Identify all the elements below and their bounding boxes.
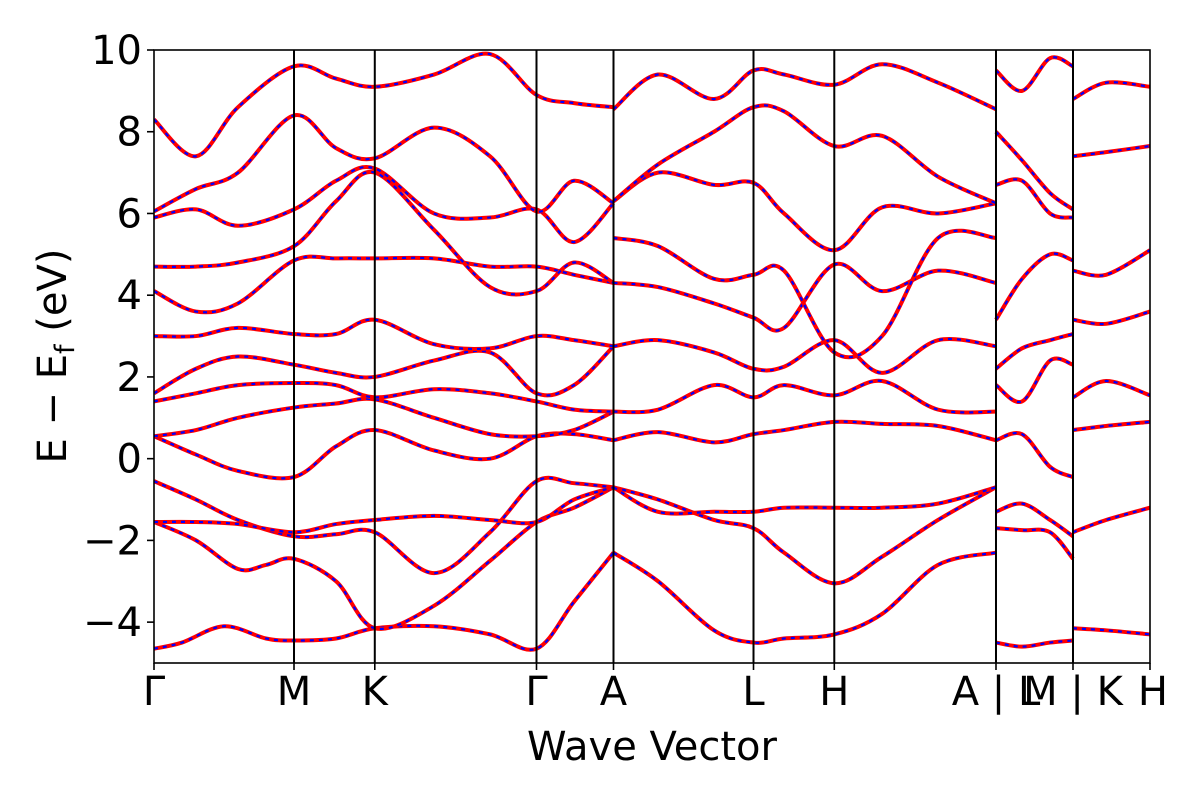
- x-tick-label: M: [277, 669, 312, 715]
- band-line-dashed-25: [612, 104, 997, 205]
- band-line-dashed-16: [613, 486, 997, 585]
- band-line-dashed-10: [154, 255, 614, 314]
- y-tick-label: 10: [91, 28, 142, 74]
- band-line-31: [994, 356, 1074, 405]
- x-tick-label: Γ: [143, 669, 166, 715]
- band-line-19: [613, 378, 997, 415]
- band-line-32: [994, 251, 1074, 321]
- x-tick-label: M | K: [1023, 669, 1124, 715]
- band-line-18: [613, 419, 997, 445]
- band-line-2: [154, 485, 615, 631]
- band-line-dashed-8: [154, 345, 615, 397]
- band-line-dashed-19: [613, 379, 997, 414]
- band-line-dashed-21: [613, 262, 997, 332]
- y-tick-label: 8: [117, 110, 142, 156]
- band-line-4: [154, 485, 615, 535]
- band-line-33: [995, 177, 1074, 220]
- band-line-14: [154, 51, 614, 159]
- band-line-dashed-39: [1072, 379, 1150, 399]
- y-tick-label: 2: [117, 355, 142, 401]
- band-line-43: [1072, 80, 1150, 101]
- x-tick-label: K: [362, 669, 390, 715]
- y-axis-label-main: E − E: [30, 354, 76, 464]
- band-line-dashed-32: [995, 252, 1074, 321]
- band-line-dashed-27: [995, 502, 1074, 538]
- band-line-40: [1072, 309, 1150, 327]
- band-line-42: [1072, 144, 1150, 159]
- band-line-39: [1071, 379, 1150, 400]
- y-axis-label: E − Ef (eV): [30, 249, 81, 464]
- band-line-dashed-14: [154, 52, 614, 158]
- band-line-37: [1072, 505, 1150, 535]
- band-line-dashed-20: [613, 337, 997, 374]
- y-axis-label-unit: (eV): [30, 249, 76, 345]
- band-line-dashed-43: [1072, 81, 1150, 101]
- band-line-dashed-7: [154, 381, 614, 413]
- kpath-boundary-lines: [293, 50, 1074, 663]
- band-line-1: [154, 551, 616, 652]
- band-line-dashed-1: [154, 551, 615, 651]
- band-line-dashed-35: [995, 56, 1074, 92]
- band-line-dashed-11: [154, 170, 615, 296]
- band-line-34: [994, 130, 1075, 212]
- band-lines: [154, 51, 1150, 652]
- band-line-20: [613, 337, 997, 375]
- band-line-38: [1072, 419, 1150, 433]
- x-axis-label: Wave Vector: [527, 724, 778, 770]
- band-line-dashed-24: [612, 63, 997, 111]
- band-line-dashed-15: [612, 551, 997, 644]
- band-line-dashed-3: [154, 476, 614, 575]
- band-line-dashed-31: [995, 357, 1074, 404]
- x-tick-label: H: [819, 669, 849, 715]
- band-line-dashed-23: [612, 171, 997, 252]
- band-line-dashed-42: [1072, 144, 1150, 158]
- band-line-17: [612, 485, 997, 516]
- plot-frame: [153, 49, 1151, 664]
- band-line-35: [994, 55, 1074, 93]
- x-tick-label: A | L: [952, 669, 1041, 715]
- band-line-dashed-18: [613, 420, 997, 444]
- band-line-29: [995, 431, 1074, 479]
- band-line-dashed-6: [154, 397, 614, 438]
- band-line-21: [613, 261, 997, 333]
- band-line-dashed-29: [995, 431, 1074, 479]
- band-line-25: [612, 103, 997, 206]
- band-line-22: [613, 228, 997, 360]
- band-line-dashed-41: [1072, 249, 1150, 277]
- x-tick-label: Γ: [525, 669, 548, 715]
- band-line-30: [994, 332, 1074, 371]
- band-line-dashed-26: [995, 639, 1074, 648]
- x-axis-ticks: Γ M K Γ A L H A | LM | K H: [143, 663, 1168, 715]
- band-line-dashed-38: [1072, 420, 1150, 432]
- band-line-dashed-36: [1072, 627, 1150, 636]
- band-line-24: [612, 62, 997, 112]
- band-line-dashed-4: [154, 486, 614, 534]
- y-tick-label: −2: [83, 518, 142, 564]
- y-tick-label: −4: [83, 600, 142, 646]
- band-line-28: [995, 526, 1075, 561]
- x-tick-label: A: [600, 669, 628, 715]
- band-line-dashed-17: [612, 486, 997, 515]
- band-line-9: [154, 317, 614, 351]
- x-tick-label: L: [742, 669, 765, 715]
- band-line-dashed-30: [995, 332, 1074, 370]
- band-line-dashed-28: [995, 527, 1074, 560]
- band-line-7: [154, 381, 614, 414]
- y-tick-label: 0: [117, 437, 142, 483]
- y-tick-label: 6: [117, 191, 142, 237]
- band-line-11: [154, 169, 615, 297]
- band-line-dashed-12: [154, 166, 615, 244]
- band-line-dashed-33: [995, 178, 1074, 219]
- y-tick-label: 4: [117, 273, 142, 319]
- x-tick-label: H: [1138, 669, 1168, 715]
- y-axis-ticks: −4 −2 0 2 4 6 8 10: [83, 28, 154, 646]
- y-axis-label-sub: f: [50, 343, 81, 354]
